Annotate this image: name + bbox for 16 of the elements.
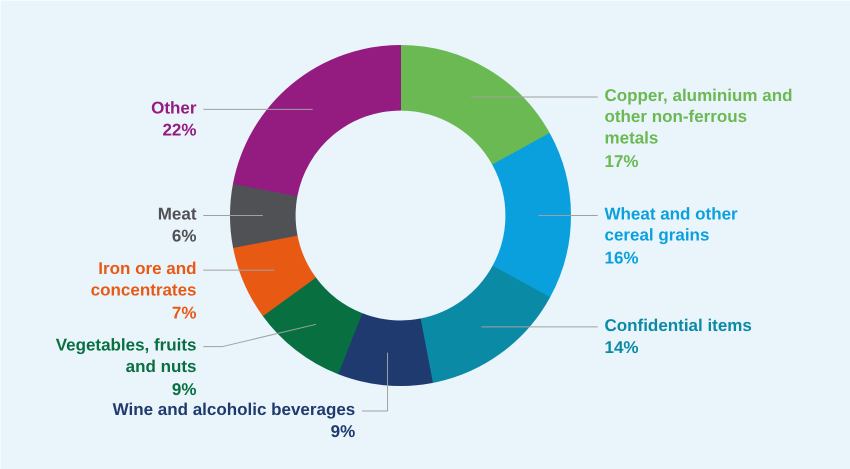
slice-label: Other [151,98,197,118]
slice-label: Wine and alcoholic beverages [112,400,356,419]
data-label: 22% [162,120,197,140]
slice-label: Wheat and other cereal grains [604,204,738,245]
slice-label: Copper, aluminium and other non-ferrous metals [604,86,792,148]
data-label: 14% [604,338,639,357]
slice-label: Meat [158,204,197,224]
slice-label: Iron ore and concentrates [90,259,197,300]
data-label: 16% [604,248,639,268]
slice-label: Confidential items [604,316,752,335]
data-label: 9% [330,422,356,442]
data-label: 6% [172,226,197,246]
data-label: 7% [172,303,197,322]
data-label: 9% [172,380,197,399]
slice-label: Vegetables, fruits and nuts [56,336,197,376]
data-label: 17% [604,152,639,172]
